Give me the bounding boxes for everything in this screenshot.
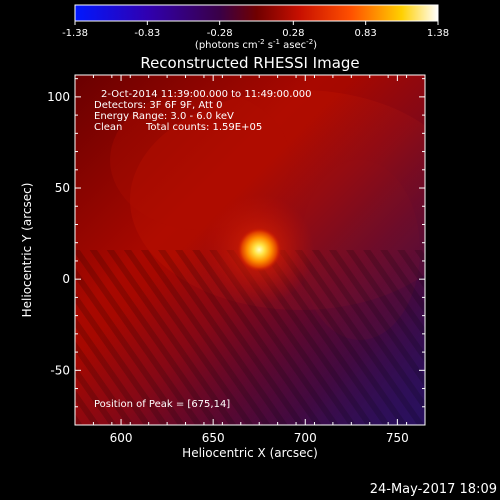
colorbar-tick-label: -1.38 [62,28,88,39]
colorbar [75,5,438,21]
y-tick-label: 50 [55,181,70,195]
x-tick-label: 700 [294,431,317,445]
y-tick-label: 0 [62,272,70,286]
method-annotation: Clean [94,122,122,133]
detectors-annotation: Detectors: 3F 6F 9F, Att 0 [94,100,222,111]
timestamp: 24-May-2017 18:09 [370,482,497,497]
x-axis-label: Heliocentric X (arcsec) [182,446,318,460]
chart-title: Reconstructed RHESSI Image [140,54,359,72]
peak-position-annotation: Position of Peak = [675,14] [94,399,230,410]
total-counts-annotation: Total counts: 1.59E+05 [145,122,262,133]
y-tick-label: -50 [50,363,70,377]
colorbar-unit-label: (photons cm-2 s-1 asec-2) [195,38,317,51]
energy-range-annotation: Energy Range: 3.0 - 6.0 keV [94,111,234,122]
time-range-annotation: 2-Oct-2014 11:39:00.000 to 11:49:00.000 [101,89,312,100]
colorbar-tick-label: 1.38 [427,28,449,39]
image-area [75,75,470,425]
colorbar-tick-label: -0.28 [207,28,233,39]
peak-source [237,228,281,272]
colorbar-tick-label: 0.28 [282,28,304,39]
y-tick-label: 100 [47,90,70,104]
colorbar-tick-label: -0.83 [134,28,160,39]
x-tick-label: 750 [386,431,409,445]
colorbar-tick-label: 0.83 [355,28,377,39]
x-tick-label: 600 [110,431,133,445]
colorbar-ticks: -1.38 -0.83 -0.28 0.28 0.83 1.38 [62,21,449,39]
x-tick-label: 650 [202,431,225,445]
y-axis-label: Heliocentric Y (arcsec) [20,183,34,318]
